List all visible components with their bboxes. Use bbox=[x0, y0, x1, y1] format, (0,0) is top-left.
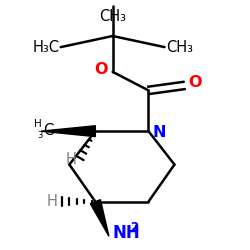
Text: O: O bbox=[188, 76, 202, 90]
Polygon shape bbox=[90, 200, 109, 236]
Polygon shape bbox=[41, 126, 95, 136]
Text: 3: 3 bbox=[37, 131, 42, 140]
Text: O: O bbox=[95, 62, 108, 77]
Text: H: H bbox=[66, 152, 77, 167]
Text: H: H bbox=[46, 194, 57, 209]
Text: CH₃: CH₃ bbox=[166, 40, 193, 55]
Text: 2: 2 bbox=[130, 221, 138, 234]
Text: N: N bbox=[153, 125, 166, 140]
Text: CH₃: CH₃ bbox=[99, 9, 126, 24]
Text: C: C bbox=[43, 123, 53, 138]
Text: H: H bbox=[34, 119, 42, 129]
Text: H₃C: H₃C bbox=[32, 40, 60, 55]
Text: NH: NH bbox=[113, 224, 140, 242]
